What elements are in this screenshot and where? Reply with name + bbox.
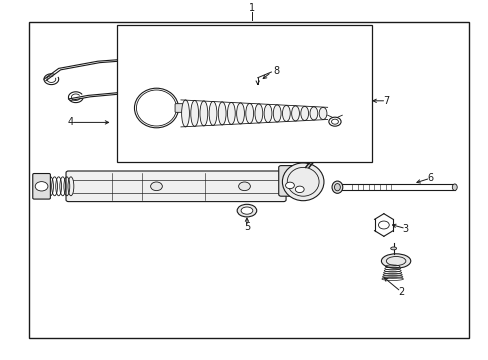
- FancyBboxPatch shape: [33, 174, 50, 199]
- Ellipse shape: [334, 184, 340, 191]
- Ellipse shape: [282, 163, 323, 201]
- Text: 7: 7: [383, 96, 388, 106]
- Circle shape: [35, 181, 48, 191]
- Ellipse shape: [200, 101, 207, 126]
- Ellipse shape: [331, 181, 342, 193]
- Text: 6: 6: [427, 173, 432, 183]
- Ellipse shape: [241, 207, 252, 214]
- Circle shape: [238, 182, 250, 191]
- Bar: [117, 25, 371, 162]
- Text: 5: 5: [244, 222, 249, 232]
- Text: 4: 4: [68, 117, 74, 127]
- Ellipse shape: [273, 105, 281, 122]
- Ellipse shape: [190, 100, 198, 126]
- Ellipse shape: [282, 105, 290, 121]
- Ellipse shape: [245, 103, 253, 123]
- Ellipse shape: [291, 106, 299, 121]
- Text: 8: 8: [273, 66, 279, 76]
- FancyBboxPatch shape: [175, 104, 185, 112]
- Ellipse shape: [254, 104, 262, 123]
- Ellipse shape: [264, 104, 271, 122]
- FancyBboxPatch shape: [327, 85, 351, 96]
- Text: 1: 1: [248, 3, 254, 13]
- Circle shape: [378, 221, 388, 229]
- Ellipse shape: [390, 247, 396, 250]
- Ellipse shape: [381, 254, 410, 268]
- Circle shape: [334, 88, 341, 93]
- Ellipse shape: [309, 107, 317, 120]
- Circle shape: [239, 77, 249, 85]
- Ellipse shape: [451, 184, 456, 190]
- Circle shape: [150, 182, 162, 191]
- FancyBboxPatch shape: [66, 171, 285, 202]
- Circle shape: [295, 186, 304, 193]
- Text: 3: 3: [402, 224, 408, 234]
- Ellipse shape: [322, 138, 331, 145]
- Circle shape: [285, 182, 294, 189]
- FancyBboxPatch shape: [234, 73, 254, 89]
- Ellipse shape: [227, 102, 235, 125]
- Ellipse shape: [218, 102, 225, 125]
- Ellipse shape: [237, 204, 256, 217]
- Ellipse shape: [319, 107, 326, 120]
- FancyBboxPatch shape: [278, 166, 310, 196]
- Text: 2: 2: [397, 287, 403, 297]
- Ellipse shape: [181, 100, 189, 127]
- Ellipse shape: [327, 91, 346, 111]
- Ellipse shape: [209, 102, 217, 125]
- Bar: [29, 22, 468, 338]
- Ellipse shape: [300, 106, 308, 121]
- Ellipse shape: [236, 103, 244, 124]
